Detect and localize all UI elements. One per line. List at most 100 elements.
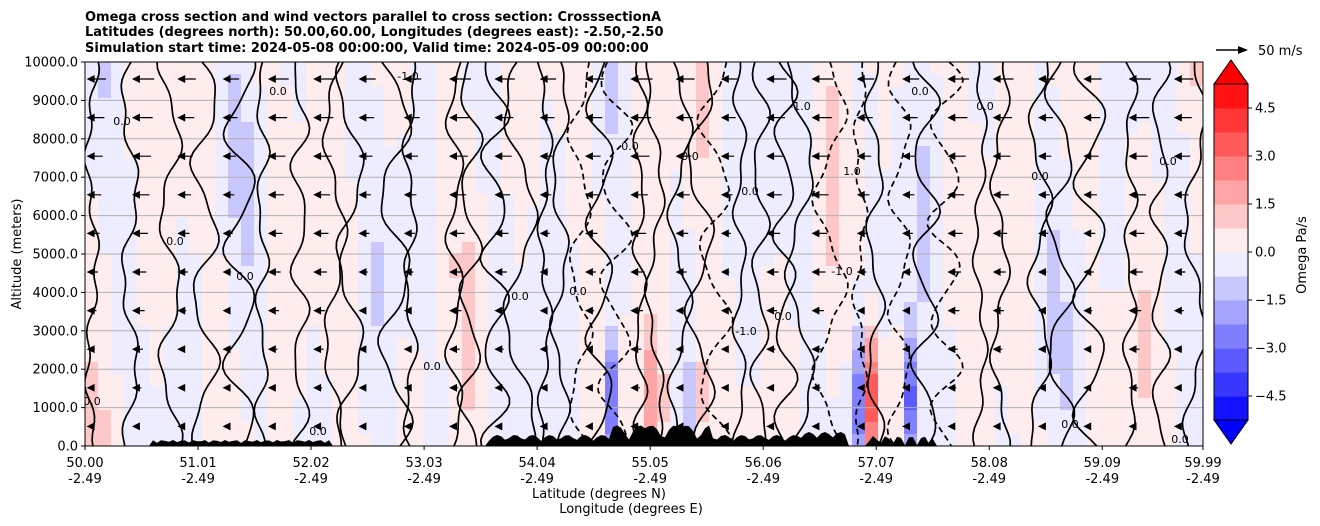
colorbar-segment — [1214, 324, 1248, 349]
omega-cell — [1164, 134, 1178, 147]
omega-cell — [280, 98, 294, 111]
omega-cell — [1073, 302, 1087, 315]
omega-cell — [124, 434, 138, 446]
omega-cell — [98, 182, 112, 195]
omega-cell — [449, 122, 463, 135]
omega-cell — [163, 314, 177, 327]
omega-cell — [267, 338, 281, 351]
wind-vector — [1173, 345, 1183, 354]
omega-cell — [540, 398, 554, 411]
omega-cell — [1138, 62, 1152, 75]
omega-cell — [358, 218, 372, 231]
omega-cell — [423, 278, 437, 291]
contour-label: 0.0 — [976, 100, 994, 113]
omega-cell — [904, 326, 918, 339]
omega-cell — [423, 422, 437, 435]
wind-vector — [584, 75, 604, 83]
omega-cell — [410, 134, 424, 147]
omega-cell — [241, 362, 255, 375]
colorbar-tick-label: −4.5 — [1255, 390, 1287, 405]
omega-cell — [488, 362, 502, 375]
omega-cell — [1047, 278, 1061, 291]
omega-cell — [891, 314, 905, 327]
omega-cell — [501, 266, 515, 279]
omega-cell — [670, 218, 684, 231]
omega-cell — [371, 182, 385, 195]
wind-vector — [177, 152, 193, 161]
omega-cell — [514, 230, 528, 243]
omega-cell — [748, 422, 762, 435]
omega-cell — [358, 398, 372, 411]
omega-cell — [371, 254, 385, 267]
x-tick-label-longitude: -2.49 — [181, 472, 215, 487]
omega-cell — [202, 266, 216, 279]
omega-cell — [306, 194, 320, 207]
omega-cell — [852, 170, 866, 183]
omega-cell — [852, 62, 866, 75]
omega-cell — [683, 266, 697, 279]
colorbar-segment — [1214, 396, 1248, 421]
omega-cell — [696, 170, 710, 183]
omega-cell — [774, 278, 788, 291]
omega-cell — [1099, 386, 1113, 399]
omega-cell — [891, 110, 905, 123]
omega-cell — [917, 182, 931, 195]
omega-cell — [943, 362, 957, 375]
omega-cell — [163, 122, 177, 135]
omega-cell — [969, 146, 983, 159]
omega-cell — [1034, 134, 1048, 147]
y-tick-label: 2000.0 — [33, 363, 79, 378]
omega-cell — [1047, 290, 1061, 303]
omega-cell — [839, 146, 853, 159]
omega-cell — [410, 266, 424, 279]
wind-vector — [131, 113, 153, 122]
omega-cell — [1112, 110, 1126, 123]
omega-cell — [657, 134, 671, 147]
omega-cell — [826, 110, 840, 123]
omega-cell — [748, 338, 762, 351]
omega-cell — [215, 326, 229, 339]
omega-cell — [878, 374, 892, 387]
omega-cell — [969, 386, 983, 399]
omega-cell — [1021, 374, 1035, 387]
omega-cell — [124, 266, 138, 279]
omega-cell — [657, 314, 671, 327]
omega-cell — [566, 122, 580, 135]
omega-cell — [124, 170, 138, 183]
omega-cell — [787, 422, 801, 435]
omega-cell — [943, 206, 957, 219]
omega-cell — [371, 278, 385, 291]
omega-cell — [891, 422, 905, 435]
omega-cell — [527, 86, 541, 99]
omega-cell — [969, 98, 983, 111]
omega-cell — [657, 422, 671, 435]
omega-cell — [1112, 386, 1126, 399]
omega-cell — [735, 206, 749, 219]
omega-cell — [462, 170, 476, 183]
omega-cell — [644, 326, 658, 339]
omega-cell — [98, 122, 112, 135]
contour-label: 0.0 — [1159, 155, 1177, 168]
omega-cell — [176, 314, 190, 327]
omega-cell — [1138, 290, 1152, 303]
omega-cell — [254, 266, 268, 279]
omega-cell — [423, 290, 437, 303]
omega-cell — [150, 242, 164, 255]
omega-cell — [774, 410, 788, 423]
omega-cell — [306, 86, 320, 99]
omega-cell — [254, 194, 268, 207]
omega-cell — [956, 350, 970, 363]
omega-cell — [540, 410, 554, 423]
omega-cell — [618, 98, 632, 111]
omega-cell — [137, 206, 151, 219]
omega-cell — [1008, 110, 1022, 123]
omega-cell — [618, 362, 632, 375]
omega-cell — [1151, 242, 1165, 255]
omega-cell — [696, 86, 710, 99]
omega-cell — [566, 326, 580, 339]
wind-vector — [177, 345, 186, 354]
omega-cell — [1164, 398, 1178, 411]
omega-cell — [332, 410, 346, 423]
contour-label: 0.0 — [911, 85, 929, 98]
omega-cell — [813, 242, 827, 255]
